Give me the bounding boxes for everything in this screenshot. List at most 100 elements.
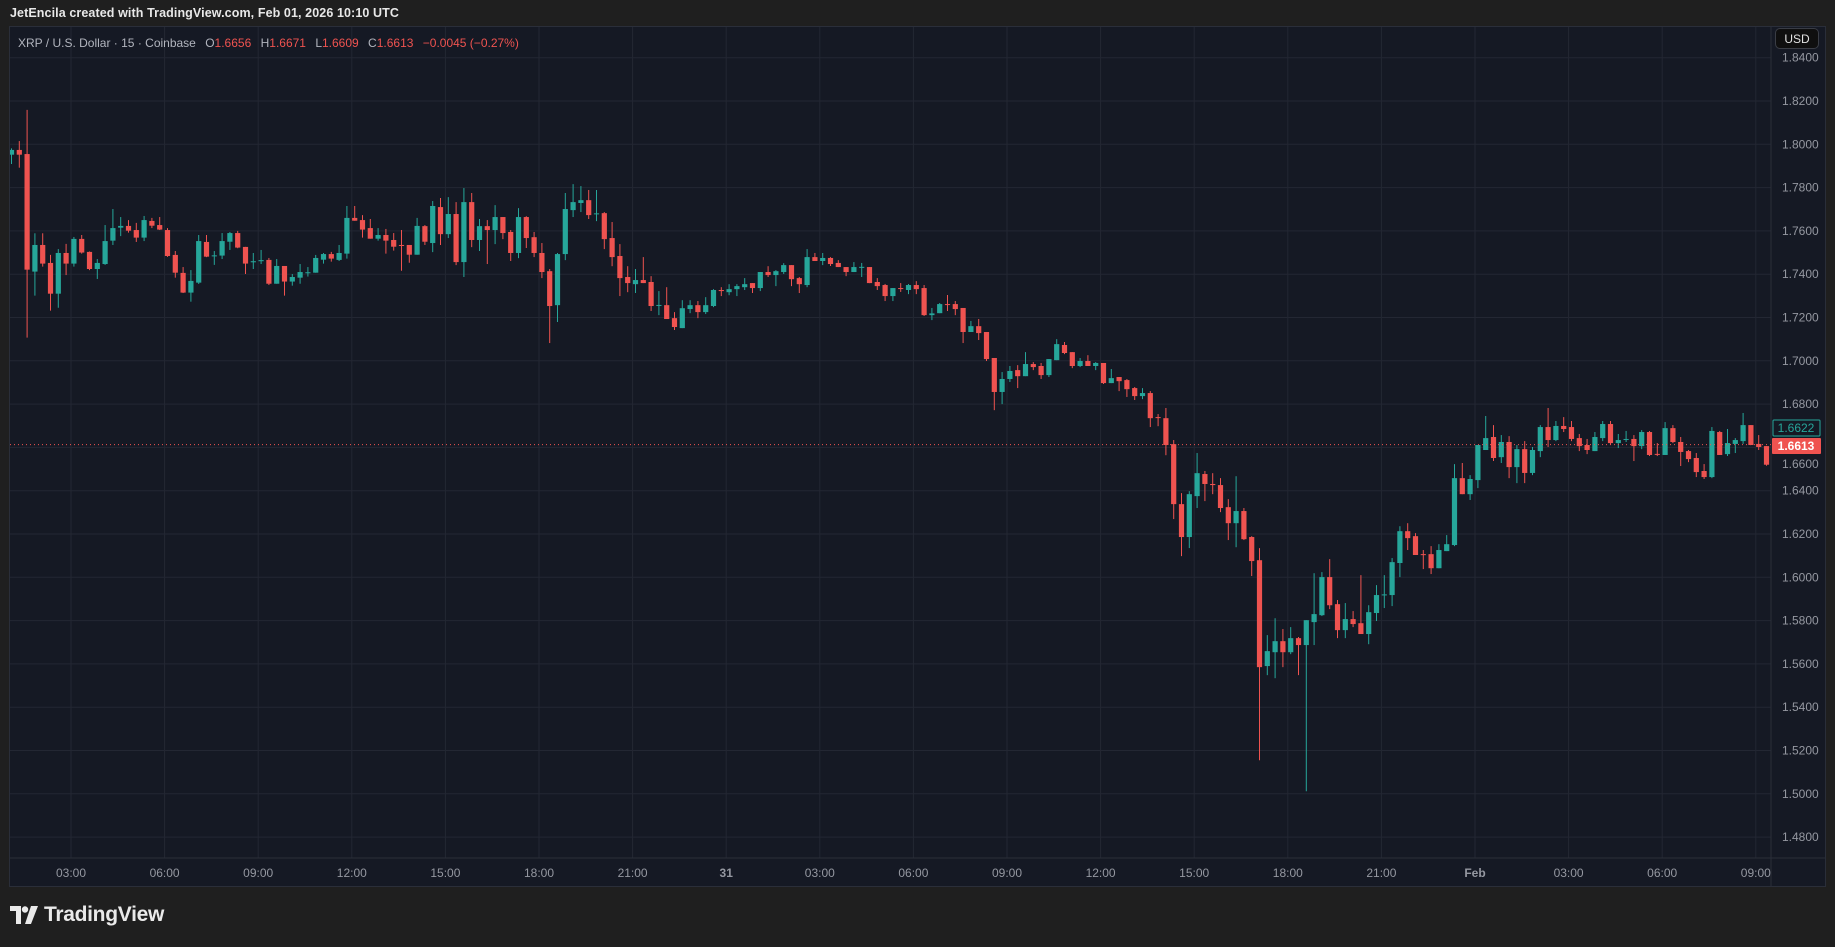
candle-body — [1007, 370, 1013, 379]
time-axis[interactable]: 03:00 06:00 09:00 12:00 15:00 18:00 21:00 31 03:… — [56, 866, 1771, 880]
candle-body — [570, 202, 576, 211]
candle-body — [1475, 445, 1481, 481]
candle-body — [515, 217, 522, 253]
candle-body — [1397, 531, 1403, 564]
candle-body — [157, 225, 163, 230]
candle-up — [1615, 433, 1621, 449]
candle-body — [453, 214, 459, 263]
candle-down — [328, 251, 334, 262]
candle-up — [515, 208, 522, 259]
candle-body — [898, 288, 904, 290]
candle-down — [586, 189, 592, 219]
candle-down — [835, 260, 841, 268]
candle-down — [1490, 425, 1497, 462]
candle-body — [1061, 344, 1068, 354]
candle-down — [157, 217, 163, 231]
last-price-label: 1.6613 — [1772, 438, 1821, 454]
candle-body — [827, 257, 834, 265]
time-tick-label: 21:00 — [1366, 866, 1396, 880]
candle-up — [297, 264, 303, 284]
price-tick-label: 1.7000 — [1782, 354, 1819, 368]
candle-down — [866, 267, 873, 284]
candle-down — [827, 257, 834, 266]
candle-body — [1459, 478, 1465, 495]
candle-up — [375, 228, 381, 241]
candle-body — [1186, 494, 1192, 538]
candle-down — [664, 287, 670, 320]
candle-down — [983, 332, 990, 362]
candle-up — [1288, 627, 1294, 655]
candle-down — [1522, 441, 1528, 484]
candle-body — [1724, 443, 1731, 455]
candle-down — [16, 141, 22, 168]
candle-body — [944, 304, 951, 306]
chart-attribution: JetEncila created with TradingView.com, … — [10, 6, 399, 20]
candle-down — [1678, 437, 1684, 467]
candle-body — [703, 305, 709, 313]
candle-down — [1295, 637, 1302, 676]
candle-body — [874, 281, 880, 287]
candle-body — [55, 252, 61, 294]
candle-body — [281, 265, 288, 282]
candle-down — [242, 246, 249, 274]
currency-button[interactable]: USD — [1775, 28, 1819, 49]
candle-body — [976, 326, 982, 334]
candle-up — [1529, 446, 1536, 476]
candle-body — [313, 257, 319, 273]
candle-body — [172, 254, 178, 273]
symbol-legend: XRP / U.S. Dollar · 15 · Coinbase O1.665… — [18, 36, 519, 50]
candle-body — [1639, 432, 1645, 447]
candle-up — [1272, 618, 1278, 679]
candle-down — [1256, 548, 1263, 761]
candle-down — [1631, 435, 1637, 462]
candle-body — [664, 305, 670, 320]
candle-body — [274, 265, 280, 284]
candle-body — [1358, 623, 1364, 635]
candle-down — [1701, 464, 1707, 480]
candle-body — [24, 154, 30, 270]
candle-up — [773, 270, 779, 287]
tradingview-logo[interactable]: TradingView — [10, 903, 164, 927]
price-tick-label: 1.7600 — [1782, 224, 1819, 238]
candle-up — [1740, 412, 1746, 444]
candle-up — [118, 217, 124, 237]
candle-body — [133, 230, 139, 238]
candle-up — [1007, 365, 1013, 383]
candle-body — [905, 285, 912, 291]
candle-body — [1124, 380, 1130, 390]
candle-down — [508, 230, 514, 261]
candle-body — [344, 217, 350, 254]
candle-body — [1108, 378, 1114, 384]
price-axis[interactable]: 1.8400 1.8200 1.8000 1.7800 1.7600 1.7400 1.72… — [1782, 51, 1819, 844]
candle-body — [10, 149, 15, 155]
candle-up — [94, 259, 100, 279]
candle-body — [242, 246, 249, 264]
candle-up — [219, 233, 225, 260]
candle-body — [1366, 612, 1372, 635]
candle-body — [757, 272, 763, 289]
candle-body — [266, 259, 272, 284]
candle-body — [859, 266, 865, 268]
candle-up — [274, 259, 280, 284]
candle-body — [1381, 594, 1387, 596]
candle-down — [1217, 478, 1224, 513]
candle-body — [445, 214, 451, 235]
candle-down — [1132, 386, 1138, 400]
candle-body — [1077, 361, 1083, 366]
candle-body — [1483, 438, 1489, 450]
symbol-title[interactable]: XRP / U.S. Dollar · 15 · Coinbase — [18, 36, 196, 50]
candle-down — [484, 220, 490, 265]
time-tick-label: 06:00 — [1647, 866, 1677, 880]
candle-body — [461, 202, 467, 263]
candle-up — [656, 291, 662, 316]
candle-body — [1584, 445, 1590, 450]
candle-down — [601, 212, 607, 250]
candle-down — [359, 215, 366, 238]
candle-up — [1467, 475, 1473, 501]
candle-up — [258, 249, 264, 265]
candle-body — [1085, 361, 1091, 366]
candle-body — [469, 202, 475, 240]
candle-body — [1303, 620, 1309, 646]
candle-body — [710, 290, 717, 307]
